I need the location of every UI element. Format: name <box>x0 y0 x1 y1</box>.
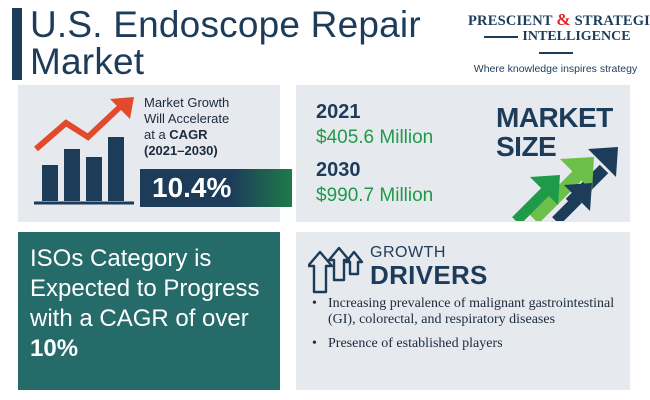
page-title: U.S. Endoscope Repair Market <box>30 6 421 80</box>
growth-line-3: at a CAGR <box>144 127 284 143</box>
iso-category-text: ISOs Category is Expected to Progress wi… <box>30 244 278 364</box>
bullet-icon: • <box>312 296 317 311</box>
driver-text: Increasing prevalence of malignant gastr… <box>328 296 615 327</box>
list-item: • Increasing prevalence of malignant gast… <box>312 296 622 328</box>
logo-name-line: PRESCIENT & STRATEGIC <box>468 10 650 30</box>
growth-line-2: Will Accelerate <box>144 111 230 126</box>
growth-panel: Market Growth Will Accelerate at a CAGR … <box>18 85 292 222</box>
growth-drivers-panel: GROWTH DRIVERS • Increasing prevalence of… <box>296 232 630 390</box>
page-title-line-1: U.S. Endoscope Repair <box>30 4 421 45</box>
growth-line-3-prefix: at a <box>144 127 170 142</box>
growth-line-1: Market Growth <box>144 95 230 110</box>
logo-word-strategic: STRATEGIC <box>574 13 650 29</box>
drivers-heading-drivers: DRIVERS <box>370 260 488 290</box>
year-2021: 2021 <box>316 101 361 123</box>
growth-arrows-icon <box>512 147 618 221</box>
logo-ampersand: & <box>556 10 571 29</box>
logo-word-prescient: PRESCIENT <box>468 13 553 29</box>
market-size-panel: 2021 $405.6 Million 2030 $990.7 Million … <box>296 85 630 222</box>
value-2030: $990.7 Million <box>316 185 434 206</box>
logo-intelligence-line: INTELLIGENCE <box>468 29 643 61</box>
growth-cagr-label: CAGR <box>169 127 208 142</box>
list-item: • Presence of established players <box>312 336 622 352</box>
market-size-heading-line-1: MARKET <box>496 102 613 133</box>
value-2021: $405.6 Million <box>316 127 434 148</box>
logo-rule-left <box>484 36 519 38</box>
cagr-value: 10.4% <box>140 169 292 207</box>
company-logo: PRESCIENT & STRATEGIC INTELLIGENCE Where… <box>468 10 650 75</box>
iso-category-cagr: 10% <box>30 335 79 362</box>
year-2030: 2030 <box>316 159 361 181</box>
growth-drivers-icon <box>308 246 364 294</box>
page-title-line-2: Market <box>30 41 145 82</box>
market-size-heading: MARKET SIZE <box>496 103 624 161</box>
drivers-heading-growth: GROWTH <box>370 244 446 261</box>
market-size-heading-line-2: SIZE <box>496 131 557 162</box>
drivers-list: • Increasing prevalence of malignant gast… <box>312 296 622 360</box>
growth-period: (2021–2030) <box>144 143 218 158</box>
bar-chart-growth-icon <box>34 97 134 205</box>
title-accent-bar <box>12 8 22 80</box>
growth-description: Market Growth Will Accelerate at a CAGR … <box>144 95 284 159</box>
logo-tagline: Where knowledge inspires strategy <box>473 63 638 75</box>
iso-category-panel: ISOs Category is Expected to Progress wi… <box>18 232 280 390</box>
iso-category-body: ISOs Category is Expected to Progress wi… <box>30 245 260 332</box>
bullet-icon: • <box>312 336 317 351</box>
logo-word-intelligence: INTELLIGENCE <box>522 29 631 44</box>
driver-text: Presence of established players <box>328 336 503 351</box>
logo-rule-right <box>538 52 573 54</box>
